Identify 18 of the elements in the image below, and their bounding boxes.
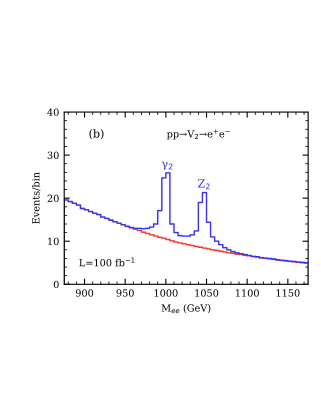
x-tick-label: 1150	[276, 289, 300, 297]
y-tick-label: 10	[48, 238, 59, 246]
annotation: (b)	[89, 129, 104, 140]
y-axis-title: Events/bin	[32, 172, 40, 224]
y-tick-label: 40	[47, 108, 59, 116]
annotation: L=100 fb$^{−1}$	[79, 258, 134, 266]
x-tick-label: 950	[116, 289, 134, 297]
annotation: γ$_{2}$	[162, 162, 172, 170]
y-tick-label: 0	[54, 280, 59, 288]
x-tick-label: 1050	[195, 289, 218, 297]
x-tick-label: 900	[76, 289, 94, 297]
y-tick-label: 20	[48, 194, 59, 202]
x-axis-title: M$_{ee}$ (GeV)	[162, 304, 210, 314]
x-tick-label: 1000	[154, 289, 178, 297]
y-tick-label: 30	[48, 152, 59, 159]
annotation: pp→V$_{2}$→e$^{+}$e$^{−}$	[166, 129, 230, 140]
annotation: Z$_{2}$	[198, 179, 210, 190]
x-tick-label: 1100	[236, 289, 259, 297]
